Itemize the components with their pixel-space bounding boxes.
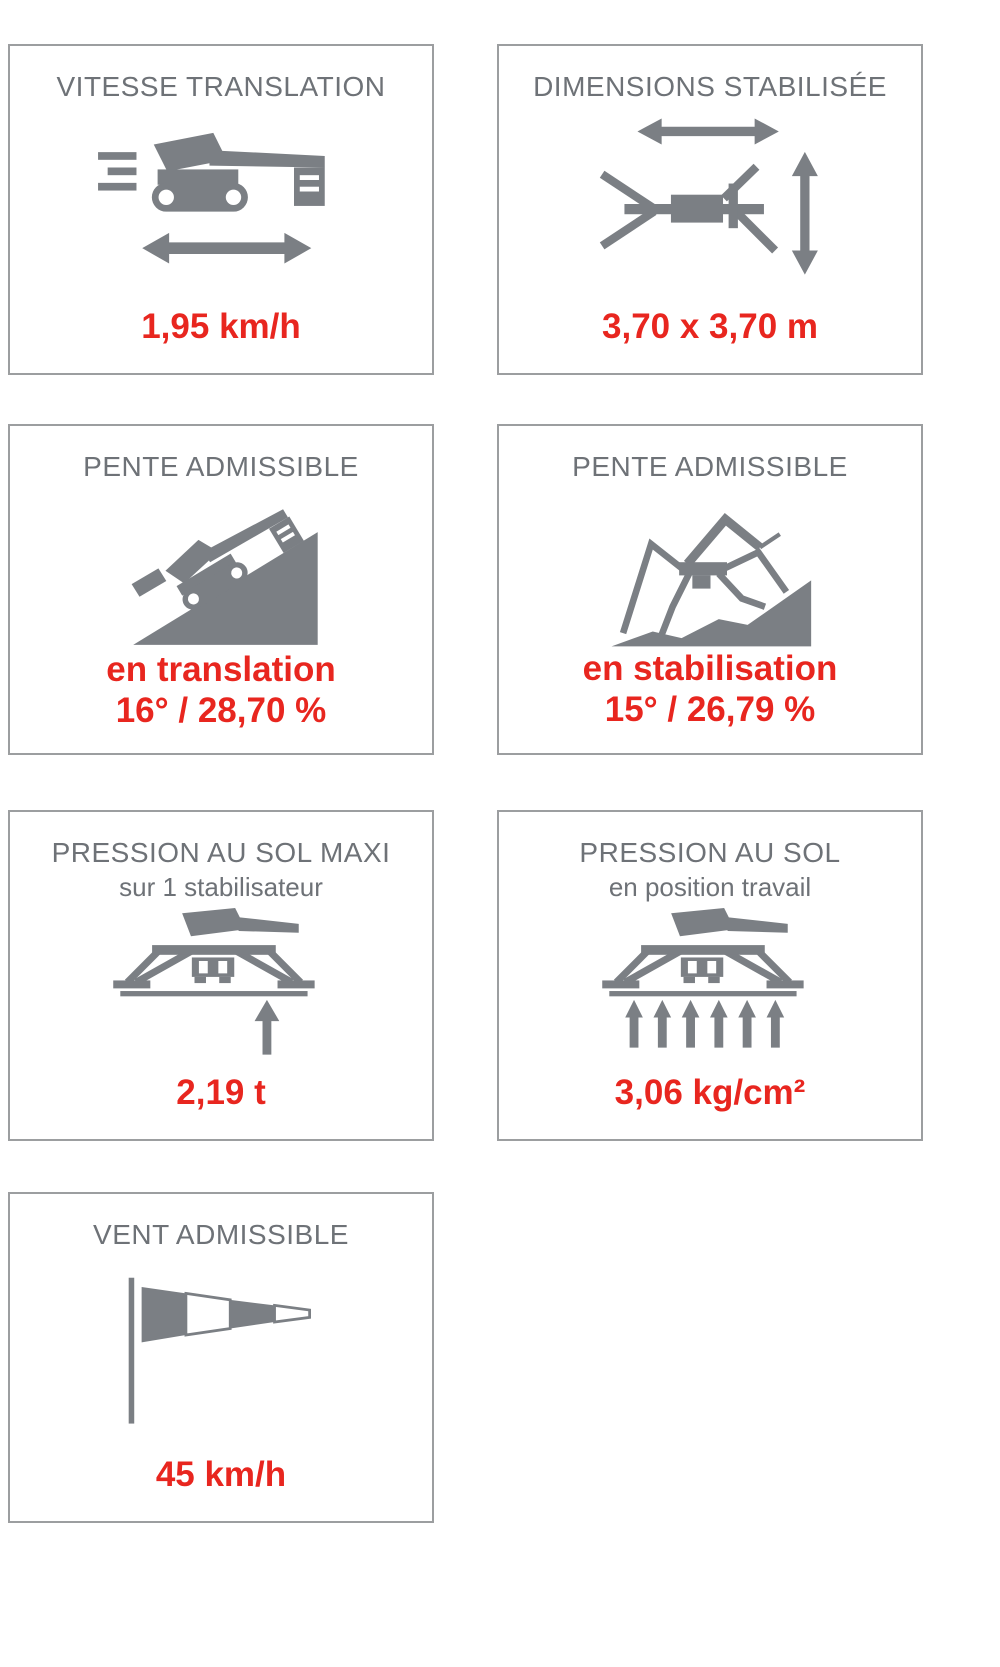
card-value: 3,06 kg/cm² xyxy=(614,1072,806,1112)
icon-area xyxy=(499,103,921,306)
card-pression-maxi: PRESSION AU SOL MAXI sur 1 stabilisateur xyxy=(8,810,434,1141)
value-line-2: 15° / 26,79 % xyxy=(604,690,816,730)
card-subtitle: en position travail xyxy=(608,872,812,903)
card-value: 3,70 x 3,70 m xyxy=(602,306,818,346)
slope-travel-icon xyxy=(131,509,318,646)
value-line-1: en stabilisation xyxy=(582,649,838,689)
icon-area xyxy=(10,903,432,1072)
icon-area xyxy=(499,903,921,1072)
value-line-1: en translation xyxy=(106,650,336,690)
windsock-icon xyxy=(128,1277,311,1424)
stabilized-dimensions-icon xyxy=(599,118,818,276)
card-title: VITESSE TRANSLATION xyxy=(56,71,386,102)
card-title: VENT ADMISSIBLE xyxy=(93,1219,349,1250)
card-title: PRESSION AU SOL MAXI xyxy=(51,837,391,868)
slope-stabilized-icon xyxy=(611,513,811,647)
icon-area xyxy=(10,483,432,649)
card-value: en translation 16° / 28,70 % xyxy=(106,649,335,732)
card-title: PENTE ADMISSIBLE xyxy=(572,451,848,482)
card-title: PRESSION AU SOL xyxy=(579,837,841,868)
icon-area xyxy=(499,483,921,648)
card-value: 45 km/h xyxy=(155,1454,287,1494)
card-value: 2,19 t xyxy=(176,1072,266,1112)
value-line-2: 16° / 28,70 % xyxy=(115,691,327,731)
icon-area xyxy=(10,1251,432,1454)
card-vent-admissible: VENT ADMISSIBLE 45 km/h xyxy=(8,1192,434,1523)
card-value: 1,95 km/h xyxy=(141,306,301,346)
card-subtitle: sur 1 stabilisateur xyxy=(119,872,323,903)
card-title: PENTE ADMISSIBLE xyxy=(83,451,359,482)
card-pente-stabilisation: PENTE ADMISSIBLE en stabilisation xyxy=(497,424,923,755)
ground-pressure-multi-icon xyxy=(602,907,804,1048)
card-title: DIMENSIONS STABILISÉE xyxy=(533,71,887,102)
card-value: en stabilisation 15° / 26,79 % xyxy=(583,648,838,731)
card-pente-translation: PENTE ADMISSIBLE en translatio xyxy=(8,424,434,755)
ground-pressure-single-icon xyxy=(113,907,315,1055)
crane-speed-icon xyxy=(98,133,325,264)
card-dimensions-stabilisee: DIMENSIONS STABILISÉE 3,70 x 3,70 m xyxy=(497,44,923,375)
card-vitesse-translation: VITESSE TRANSLATION 1,95 km/h xyxy=(8,44,434,375)
icon-area xyxy=(10,103,432,306)
card-pression-travail: PRESSION AU SOL en position travail xyxy=(497,810,923,1141)
